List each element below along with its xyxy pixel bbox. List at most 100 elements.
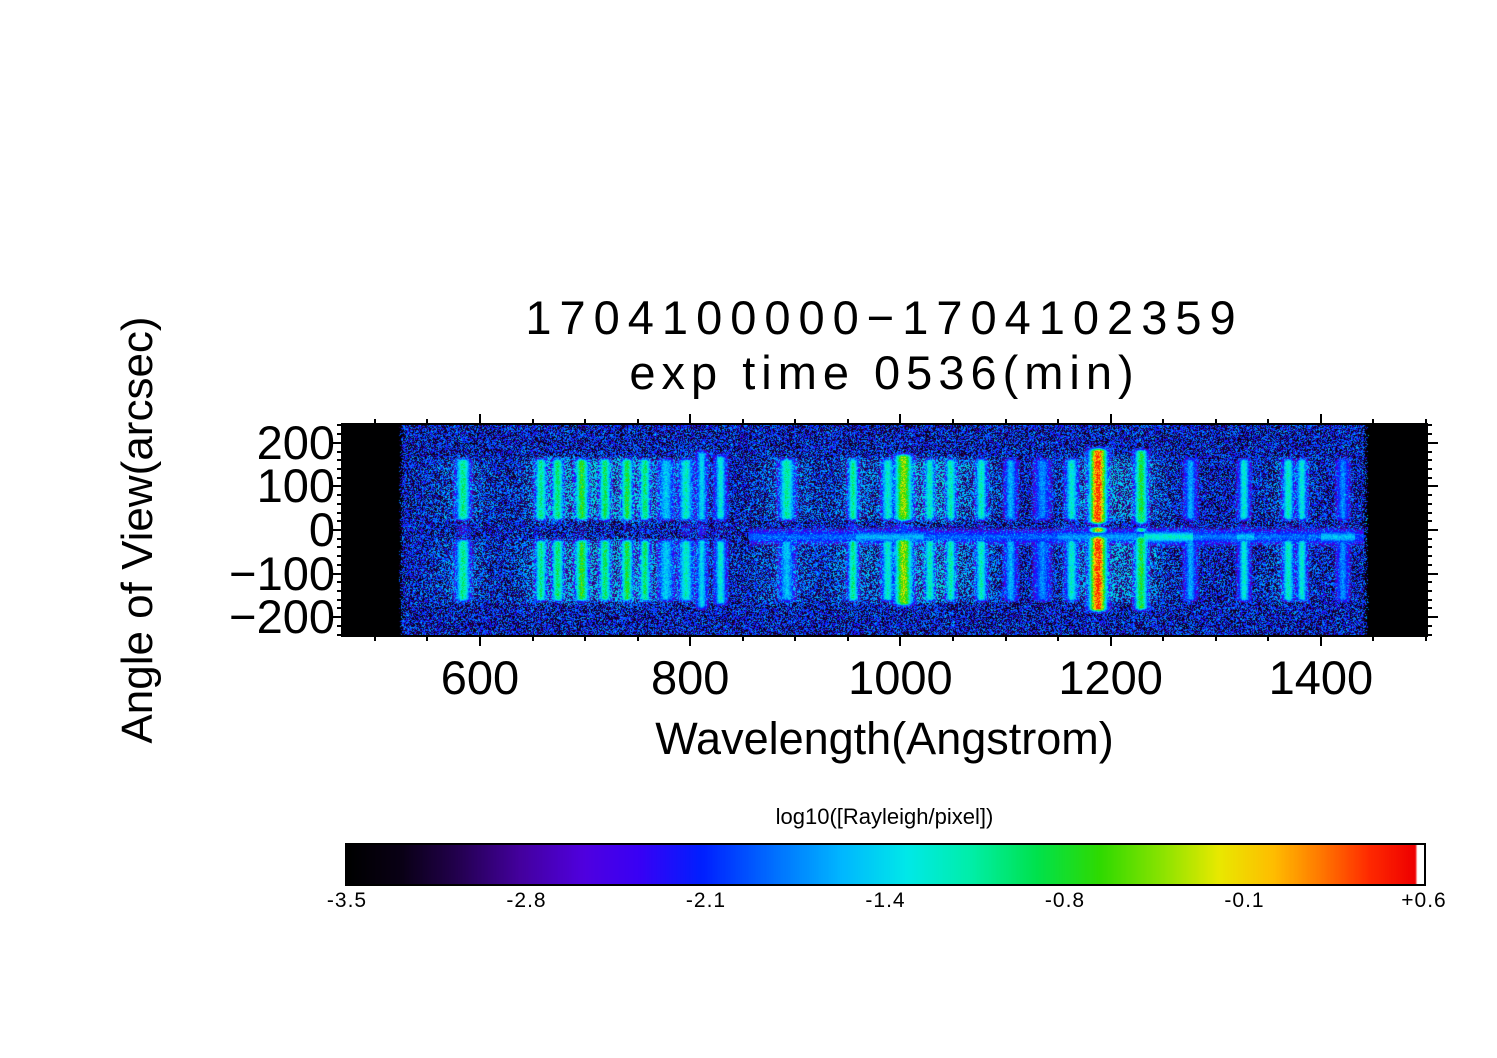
x-axis-tick: [1004, 635, 1007, 641]
x-axis-tick: [1214, 419, 1217, 425]
y-axis-tick-label: 200: [256, 415, 335, 469]
x-axis-tick: [689, 414, 692, 425]
y-axis-tick-label: −200: [229, 590, 335, 644]
x-axis-tick: [1162, 419, 1165, 425]
y-axis-tick: [1426, 494, 1432, 497]
y-axis-tick-label: 0: [308, 503, 335, 556]
y-axis-tick: [1426, 563, 1432, 566]
y-axis-tick: [337, 476, 343, 479]
x-axis-tick: [373, 635, 376, 641]
x-axis-tick: [689, 635, 692, 646]
x-axis-tick: [1057, 635, 1060, 641]
y-axis-tick: [1426, 424, 1432, 427]
x-axis-tick: [1109, 635, 1112, 646]
x-axis-tick-label: 1200: [1058, 651, 1163, 704]
x-axis-tick: [741, 419, 744, 425]
x-axis-tick: [899, 414, 902, 425]
y-axis-tick: [331, 529, 343, 531]
colorbar-tick-label: +0.6: [1401, 889, 1447, 912]
y-axis-tick: [1426, 546, 1432, 549]
x-axis-tick: [899, 635, 902, 646]
y-axis-tick: [1426, 581, 1432, 584]
x-axis-tick: [1004, 419, 1007, 425]
y-axis-tick: [1426, 468, 1432, 470]
colorbar-tick-label: -2.8: [506, 889, 547, 912]
y-axis-tick: [1426, 502, 1432, 505]
y-axis-tick: [337, 520, 343, 523]
x-axis-tick: [846, 635, 849, 641]
x-axis-tick: [584, 419, 587, 425]
x-axis-tick: [636, 419, 639, 425]
x-axis-tick: [846, 419, 849, 425]
y-axis-tick: [331, 441, 343, 444]
x-axis-tick-label: 800: [650, 651, 730, 704]
x-axis-tick: [951, 635, 954, 641]
y-axis-tick: [1426, 607, 1432, 610]
colorbar-tick-label: -0.8: [1044, 889, 1086, 912]
y-axis-tick: [1426, 511, 1432, 514]
y-axis-tick: [1426, 485, 1438, 488]
y-axis-tick: [1426, 589, 1432, 592]
y-axis-tick: [337, 502, 343, 505]
x-axis-tick: [1162, 635, 1165, 641]
y-axis-tick: [337, 459, 343, 462]
x-axis-tick-label: 1000: [848, 651, 953, 704]
x-axis-tick-label: 1400: [1268, 651, 1374, 704]
y-axis-tick-label: −100: [229, 546, 335, 600]
x-axis-tick: [531, 419, 534, 425]
x-axis-tick: [1372, 635, 1375, 641]
x-axis-tick: [373, 419, 376, 425]
x-axis-tick: [794, 419, 797, 425]
x-axis-tick: [636, 635, 639, 641]
x-axis-label: Wavelength(Angstrom): [655, 713, 1114, 764]
x-axis-tick: [1109, 414, 1112, 425]
y-axis-tick: [337, 546, 343, 549]
colorbar-tick-label: -0.1: [1224, 889, 1265, 912]
y-axis-tick: [337, 468, 343, 470]
x-axis-tick: [531, 635, 534, 641]
x-axis-tick: [1319, 414, 1322, 425]
y-axis-tick: [1426, 555, 1432, 558]
y-axis-tick-label: 100: [256, 459, 335, 513]
y-axis-tick: [337, 494, 343, 497]
colorbar-tick-label: -1.4: [865, 889, 906, 912]
x-axis-tick: [1425, 419, 1427, 425]
y-axis-tick: [1426, 598, 1432, 601]
x-axis-tick: [1267, 635, 1270, 641]
y-axis-tick: [337, 424, 343, 427]
y-axis-tick: [1426, 616, 1438, 619]
y-axis-tick: [337, 433, 343, 436]
x-axis-tick: [794, 635, 797, 641]
x-axis-tick: [1267, 419, 1270, 425]
y-axis-tick: [1426, 537, 1432, 540]
x-axis-tick: [1319, 635, 1322, 646]
colorbar-gradient-canvas: [347, 845, 1424, 884]
y-axis-tick: [331, 616, 343, 619]
y-axis-tick: [337, 633, 343, 636]
y-axis-tick: [1426, 633, 1432, 636]
y-axis-tick: [337, 555, 343, 558]
y-axis-tick: [1426, 433, 1432, 436]
y-axis-tick: [1426, 572, 1438, 575]
plot-title-line1: 1704100000−1704102359: [525, 291, 1244, 344]
plot-title-line2: exp time 0536(min): [629, 346, 1140, 399]
colorbar-tick-label: -2.1: [685, 889, 727, 912]
y-axis-tick: [1426, 441, 1438, 444]
x-axis-tick: [1057, 419, 1060, 425]
y-axis-tick: [1426, 476, 1432, 479]
colorbar-label: log10([Rayleigh/pixel]): [775, 804, 994, 829]
x-axis-tick: [584, 635, 587, 641]
y-axis-tick: [1426, 624, 1432, 627]
y-axis-tick: [337, 589, 343, 592]
x-axis-tick: [426, 635, 429, 641]
y-axis-tick: [337, 607, 343, 610]
x-axis-tick: [478, 414, 481, 425]
y-axis-tick: [1426, 529, 1438, 531]
y-axis-tick: [337, 624, 343, 627]
y-axis-tick: [1426, 520, 1432, 523]
x-axis-tick-label: 600: [440, 651, 520, 704]
y-axis-tick: [337, 450, 343, 453]
x-axis-tick: [426, 419, 429, 425]
spectral-heatmap-canvas: [343, 425, 1426, 635]
